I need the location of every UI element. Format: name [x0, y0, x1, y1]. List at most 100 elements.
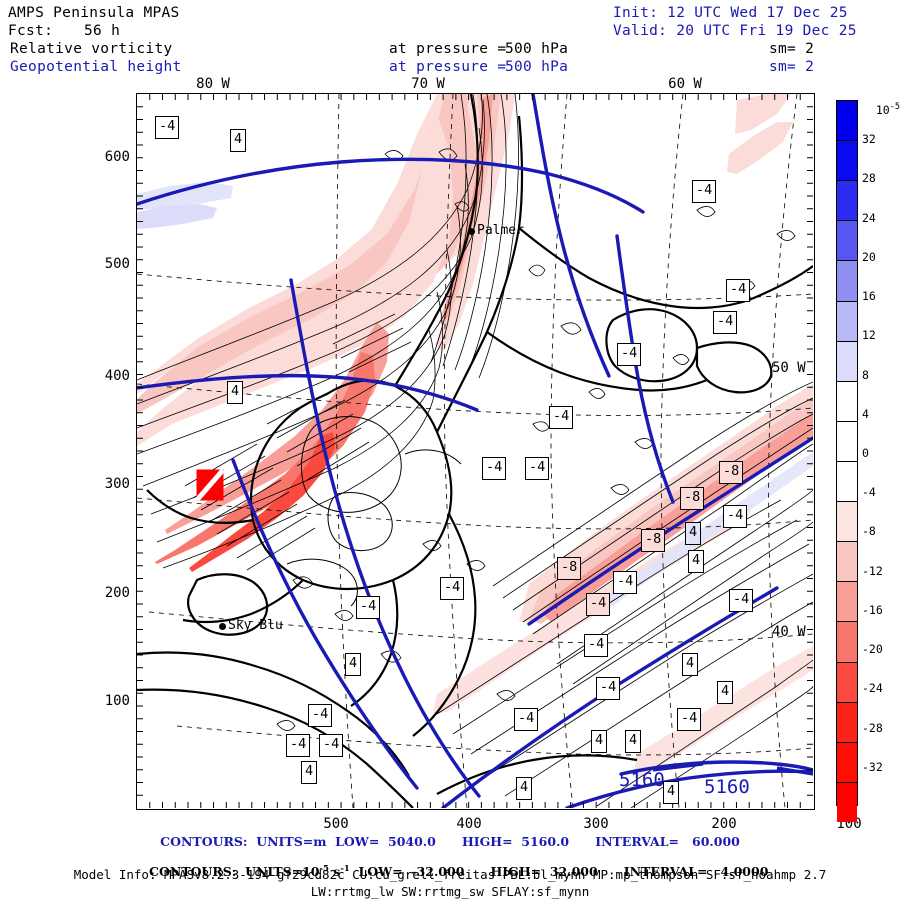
contour-value-label: -8: [680, 487, 705, 510]
colorbar-tick-label: -12: [862, 563, 883, 578]
contour-value-label: -4: [692, 180, 717, 203]
colorbar-segment: [837, 621, 857, 662]
contour-value-label: 4: [301, 761, 318, 784]
left-axis-tick-label: 400: [104, 368, 130, 384]
colorbar-tick-label: 28: [862, 171, 876, 186]
colorbar-segment: [837, 180, 857, 221]
contour-value-label: -4: [286, 734, 311, 757]
contour-value-label: -8: [557, 557, 582, 580]
contour-value-label: -4: [729, 589, 754, 612]
left-axis-tick-label: 300: [104, 476, 130, 492]
footer-vort-exp1: -5: [319, 864, 329, 874]
contour-value-label: -4: [613, 571, 638, 594]
contour-value-label: -4: [726, 279, 751, 302]
colorbar-tick-label: 20: [862, 249, 876, 264]
contour-value-label: 4: [516, 777, 533, 800]
colorbar-tick-label: 12: [862, 328, 876, 343]
colorbar-segment: [837, 541, 857, 582]
colorbar-tick-label: -20: [862, 642, 883, 657]
station-label: Sky Blu: [228, 618, 283, 633]
colorbar-segment: [837, 501, 857, 542]
bottom-axis-tick-label: 200: [711, 816, 737, 832]
pressure-label-vorticity: at pressure =: [389, 41, 507, 57]
colorbar-segment: [837, 581, 857, 622]
contour-value-label: 4: [682, 653, 699, 676]
contour-value-label: 4: [717, 681, 734, 704]
footer-physics-info: LW:rrtmg_lw SW:rrtmg_sw SFLAY:sf_mynn: [310, 884, 590, 899]
left-axis-tick-label: 600: [104, 149, 130, 165]
colorbar-tick-label: 0: [862, 446, 869, 460]
contour-value-label: -4: [586, 593, 611, 616]
page-title: AMPS Peninsula MPAS: [8, 5, 180, 21]
contour-value-label: -4: [319, 734, 344, 757]
bottom-axis-tick-label: 500: [323, 816, 349, 832]
contour-value-label: 4: [591, 730, 608, 753]
colorbar-tick-layer: 32 28 24 20 16 12 8 4 0 -4 -8 -12 -16 -20 -24 -28 -32: [836, 100, 900, 806]
colorbar-segment: [837, 380, 857, 421]
colorbar-tick-label: -24: [862, 681, 883, 696]
contour-value-label: 4: [227, 381, 244, 404]
contour-value-label: 4: [685, 522, 702, 545]
contour-value-label: 4: [663, 781, 680, 804]
contour-value-label: -4: [514, 708, 539, 731]
colorbar-segment: [837, 340, 857, 381]
smoothing-geopotential: sm= 2: [769, 59, 815, 75]
footer-vort-c: LOW= -32.000 HIGH= 32.000 INTERVAL= 4.00…: [349, 864, 769, 880]
colorbar-segment: [837, 460, 857, 502]
smoothing-vorticity: sm= 2: [769, 41, 815, 57]
pressure-value-geopotential: 500 hPa: [505, 59, 569, 75]
field-geopotential: Geopotential height: [10, 59, 182, 75]
colorbar-segment: [837, 260, 857, 301]
contour-value-label: -4: [525, 457, 550, 480]
map-graphics: [137, 94, 813, 808]
contour-value-label: -4: [356, 596, 381, 619]
footer-vort-exp2: -1: [340, 864, 350, 874]
geopotential-height-label: 5160: [619, 769, 665, 791]
colorbar-tick-label: 24: [862, 210, 876, 225]
contour-value-label: -4: [482, 457, 507, 480]
left-axis-tick-label: 500: [104, 256, 130, 272]
footer-model-info: Model Info: MPASv8.2.3-194-gf29cd82c CU:…: [73, 867, 827, 882]
init-time: Init: 12 UTC Wed 17 Dec 25: [613, 5, 848, 21]
contour-value-label: -4: [617, 343, 642, 366]
station-marker: [219, 623, 226, 630]
colorbar-segment: [837, 741, 857, 782]
contour-value-label: -4: [549, 406, 574, 429]
contour-value-label: -4: [584, 634, 609, 657]
colorbar-segment: [837, 420, 857, 461]
contour-value-label: 4: [688, 550, 705, 573]
contour-value-label: -8: [641, 529, 666, 552]
contour-value-label: -4: [596, 677, 621, 700]
footer-vort-a: CONTOURS: UNITS=10: [149, 864, 320, 880]
colorbar-segment: [837, 661, 857, 702]
colorbar-segment: [837, 701, 857, 742]
header: AMPS Peninsula MPAS Fcst: 56 h Relative …: [0, 0, 900, 90]
fcst-label: Fcst:: [8, 23, 54, 39]
left-axis-tick-label: 200: [104, 585, 130, 601]
pressure-value-vorticity: 500 hPa: [505, 41, 569, 57]
colorbar[interactable]: [836, 100, 858, 822]
colorbar-tick-label: 16: [862, 289, 876, 304]
map-plot-area[interactable]: Palmer Sky Blu 5160 5160 -4 4 -4 -4 -4 -4 4 -4 -4-…: [136, 93, 815, 810]
field-vorticity: Relative vorticity: [10, 41, 173, 57]
footer: CONTOURS: UNITS=m LOW= 5040.0 HIGH= 5160…: [0, 832, 900, 900]
contour-value-label: -8: [719, 461, 744, 484]
valid-time: Valid: 20 UTC Fri 19 Dec 25: [613, 23, 857, 39]
contour-value-label: -4: [713, 311, 738, 334]
contour-value-label: -4: [723, 505, 748, 528]
contour-value-label: -4: [677, 708, 702, 731]
colorbar-tick-label: -32: [862, 759, 883, 774]
left-axis-tick-label: 100: [104, 693, 130, 709]
colorbar-tick-label: 4: [862, 406, 869, 421]
colorbar-segment: [837, 781, 857, 822]
contour-value-label: -4: [155, 116, 180, 139]
colorbar-tick-label: -16: [862, 602, 883, 617]
colorbar-tick-label: -8: [862, 524, 876, 539]
contour-value-label: 4: [345, 653, 362, 676]
contour-value-label: 4: [230, 129, 247, 152]
contour-value-label: 4: [625, 730, 642, 753]
footer-contours-vorticity: CONTOURS: UNITS=10-5 s-1 LOW= -32.000 HI…: [0, 849, 900, 894]
geopotential-height-label: 5160: [704, 776, 750, 798]
bottom-axis-tick-label: 300: [583, 816, 609, 832]
colorbar-tick-label: -28: [862, 720, 883, 735]
